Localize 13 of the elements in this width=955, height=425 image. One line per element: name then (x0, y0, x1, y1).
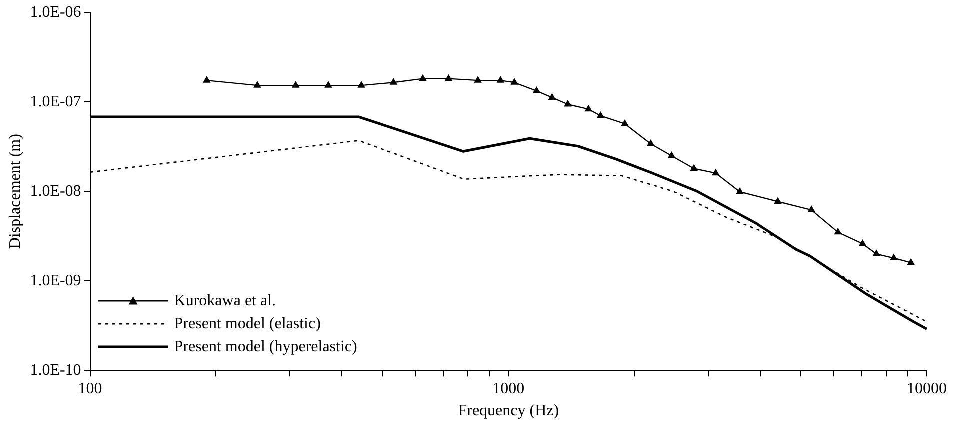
y-axis-title: Displacement (m) (6, 134, 24, 250)
y-tick-label: 1.0E-06 (30, 4, 82, 21)
x-tick-label: 10000 (907, 380, 947, 398)
y-tick-label: 1.0E-07 (30, 93, 82, 110)
y-tick-label: 1.0E-09 (30, 272, 82, 290)
x-tick-label: 1000 (492, 380, 525, 398)
legend-label: Present model (hyperelastic) (174, 338, 358, 356)
x-axis-title: Frequency (Hz) (458, 402, 560, 420)
x-tick-label: 100 (78, 380, 102, 398)
legend-label: Kurokawa et al. (174, 292, 276, 310)
legend-label: Present model (elastic) (174, 315, 321, 332)
y-tick-label: 1.0E-08 (30, 182, 82, 200)
y-tick-label: 1.0E-10 (30, 362, 82, 379)
